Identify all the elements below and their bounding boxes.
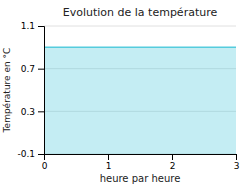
y-axis-title: Température en °C [2,48,12,134]
y-axis: -0.1 0.3 0.7 1.1 [17,21,44,159]
x-tick-label: 1 [106,161,112,171]
y-tick: 0.7 [21,64,44,74]
x-tick-label: 2 [170,161,176,171]
y-tick-mark [38,154,44,155]
x-tick-label: 3 [234,161,240,171]
x-tick: 3 [234,154,240,171]
y-tick-mark [38,26,44,27]
x-axis-line [45,155,237,161]
grid-line [44,26,236,27]
plot-area: 0 1 2 3 -0.1 0.3 0.7 1.1 [17,21,239,171]
y-axis-line [38,27,45,155]
chart: 0 1 2 3 -0.1 0.3 0.7 1.1 Evolution de la tempéra… [0,0,250,188]
x-tick: 0 [42,154,48,171]
line [44,47,236,49]
title: Evolution de la température [63,6,218,19]
y-tick: -0.1 [17,149,44,159]
y-tick-label: -0.1 [17,149,35,159]
y-tick-label: 0.3 [21,107,35,117]
x-tick: 1 [106,154,112,171]
x-tick-mark [172,154,173,160]
y-tick-mark [38,111,44,112]
grid [44,26,236,154]
y-tick-label: 0.7 [21,64,35,74]
y-tick: 0.3 [21,107,44,117]
x-axis-title: heure par heure [100,173,181,184]
x-tick: 2 [170,154,176,171]
x-tick-mark [108,154,109,160]
y-tick-label: 1.1 [21,21,35,31]
series [44,47,236,154]
area [44,47,236,154]
x-axis: 0 1 2 3 [42,154,240,171]
x-tick-mark [236,154,237,160]
y-tick: 1.1 [21,21,44,31]
x-tick-label: 0 [42,161,48,171]
y-tick-mark [38,69,44,70]
